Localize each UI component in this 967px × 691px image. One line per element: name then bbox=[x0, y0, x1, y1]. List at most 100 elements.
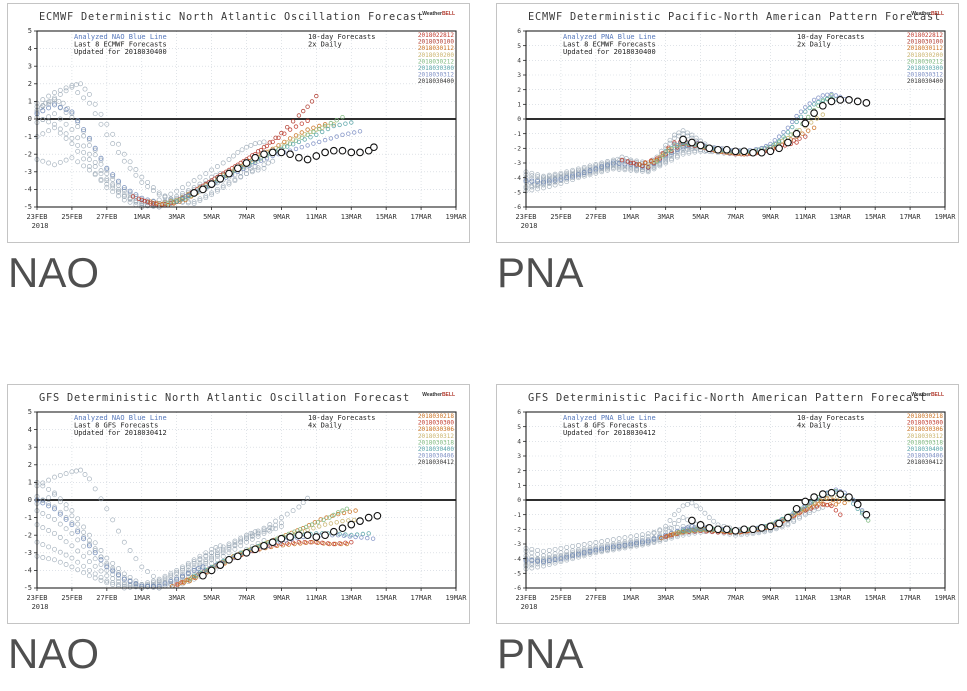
ensemble-member-line bbox=[244, 171, 249, 177]
ensemble-member-line bbox=[232, 546, 238, 552]
forecast-line bbox=[255, 149, 261, 154]
analysis-line bbox=[116, 178, 122, 184]
analysis-line bbox=[622, 161, 628, 167]
forecast-line bbox=[833, 508, 839, 513]
forecast-line bbox=[776, 138, 782, 144]
ensemble-member-line bbox=[52, 111, 57, 117]
latest-forecast-line bbox=[740, 147, 749, 156]
analysis-line bbox=[69, 109, 75, 115]
x-axis-tick-label: 13MAR bbox=[341, 213, 363, 221]
ensemble-member-line bbox=[73, 468, 79, 474]
y-axis-tick-label: -4 bbox=[24, 186, 32, 194]
ensemble-member-line bbox=[622, 164, 628, 170]
analysis-line bbox=[110, 568, 116, 574]
ensemble-member-line bbox=[185, 181, 191, 187]
forecast-line bbox=[344, 506, 350, 511]
ensemble-member-line bbox=[645, 531, 651, 537]
ensemble-member-line bbox=[150, 582, 156, 587]
forecast-line bbox=[781, 134, 786, 139]
x-axis-tick-label: 9MAR bbox=[762, 594, 780, 602]
panel-ecmwf-nao-chart: -5 -4 -3 -2 -1 0 1 2 3 4 5 23FEB 2018 25FEB 27FEB 1MAR 3… bbox=[7, 3, 470, 243]
x-axis-tick-label: 3MAR bbox=[168, 213, 186, 221]
ensemble-member-line bbox=[593, 164, 599, 170]
analysis-line bbox=[529, 178, 535, 184]
weatherbell-watermark: WeatherBELL bbox=[422, 11, 455, 17]
forecast-line bbox=[322, 522, 328, 527]
ensemble-member-line bbox=[529, 184, 535, 190]
ensemble-member-line bbox=[605, 543, 610, 549]
y-axis-tick-label: -1 bbox=[513, 131, 521, 138]
analysis-line bbox=[121, 576, 127, 582]
latest-forecast-line bbox=[199, 185, 207, 194]
section-label-pna-top: PNA bbox=[497, 249, 584, 296]
ensemble-member-line bbox=[121, 571, 127, 577]
ensemble-member-line bbox=[273, 526, 279, 532]
ensemble-member-line bbox=[252, 164, 258, 169]
forecast-line bbox=[282, 144, 287, 149]
forecast-line bbox=[296, 113, 302, 118]
ensemble-member-line bbox=[168, 577, 174, 583]
ensemble-member-line bbox=[104, 121, 110, 127]
ensemble-member-line bbox=[191, 178, 197, 184]
latest-forecast-line bbox=[862, 99, 871, 107]
legend-right-line: 4x Daily bbox=[797, 422, 831, 430]
ensemble-member-line bbox=[535, 174, 541, 180]
analysis-line bbox=[645, 538, 651, 544]
latest-forecast-line bbox=[845, 96, 853, 104]
latest-forecast-line bbox=[242, 548, 251, 557]
ensemble-member-line bbox=[300, 500, 306, 506]
ensemble-member-line bbox=[121, 158, 127, 164]
section-label-nao-top: NAO bbox=[8, 249, 100, 296]
ensemble-member-line bbox=[651, 166, 657, 172]
latest-forecast-line bbox=[216, 561, 225, 569]
ensemble-member-line bbox=[110, 582, 116, 587]
forecast-line bbox=[811, 97, 817, 103]
forecast-run-stamp: 2018030300 bbox=[907, 420, 944, 427]
y-axis-tick-label: 3 bbox=[517, 72, 521, 79]
ensemble-member-line bbox=[63, 539, 69, 545]
ensemble-member-line bbox=[261, 165, 267, 171]
ensemble-member-line bbox=[139, 582, 145, 587]
ensemble-member-line bbox=[680, 515, 686, 521]
forecast-line bbox=[183, 578, 188, 584]
ensemble-member-line bbox=[261, 139, 267, 145]
forecast-line bbox=[353, 534, 358, 540]
forecast-line bbox=[287, 127, 293, 132]
ensemble-member-line bbox=[226, 157, 232, 162]
forecast-line bbox=[334, 520, 339, 525]
forecast-line bbox=[803, 109, 808, 114]
legend-right-line: 10-day Forecasts bbox=[308, 33, 375, 41]
forecast-line bbox=[317, 139, 322, 145]
analysis-line bbox=[174, 576, 180, 582]
latest-forecast-line bbox=[784, 513, 792, 522]
forecast-line bbox=[279, 130, 284, 136]
ensemble-member-line bbox=[168, 191, 174, 197]
forecast-line bbox=[628, 160, 633, 166]
ensemble-member-line bbox=[82, 86, 88, 92]
x-axis-tick-label: 23FEB bbox=[26, 594, 47, 602]
latest-forecast-line bbox=[705, 524, 714, 532]
ensemble-member-line bbox=[203, 559, 209, 565]
ensemble-member-line bbox=[63, 110, 69, 115]
x-axis-tick-label: 13MAR bbox=[341, 594, 363, 602]
ensemble-member-line bbox=[98, 176, 104, 182]
forecast-line bbox=[346, 131, 351, 136]
x-axis-tick-label: 7MAR bbox=[238, 213, 256, 221]
ensemble-member-line bbox=[121, 193, 127, 199]
legend-left-line: Analyzed NAO Blue Line bbox=[74, 33, 167, 41]
latest-forecast-line bbox=[338, 524, 347, 533]
ensemble-member-line bbox=[546, 556, 552, 562]
y-axis-tick-label: -4 bbox=[24, 567, 32, 575]
ensemble-member-line bbox=[81, 163, 87, 169]
analysis-line bbox=[680, 144, 686, 150]
x-axis-tick-label: 27FEB bbox=[585, 594, 606, 602]
ensemble-member-line bbox=[46, 556, 52, 562]
ensemble-member-line bbox=[235, 149, 241, 155]
ensemble-member-line bbox=[541, 557, 546, 563]
forecast-line bbox=[663, 534, 668, 539]
forecast-line bbox=[800, 131, 805, 136]
forecast-line bbox=[619, 157, 625, 163]
analysis-line bbox=[75, 118, 81, 124]
ensemble-member-line bbox=[46, 513, 52, 519]
ensemble-member-line bbox=[628, 540, 634, 545]
